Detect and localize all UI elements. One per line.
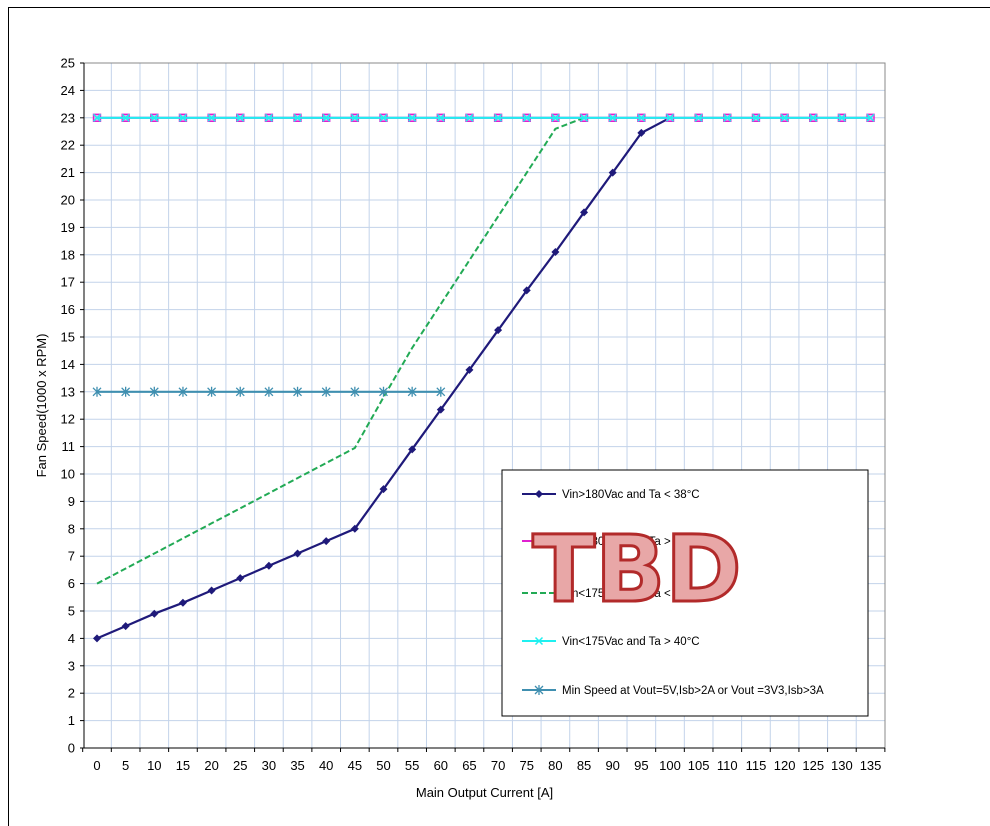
y-tick-label: 8 [68,521,75,536]
y-tick-label: 0 [68,741,75,756]
data-point-marker [179,599,187,607]
x-tick-label: 85 [577,758,591,773]
tbd-stamp: TBD [532,516,741,623]
x-tick-label: 70 [491,758,505,773]
y-tick-label: 21 [61,165,75,180]
y-tick-label: 17 [61,275,75,290]
x-tick-label: 55 [405,758,419,773]
y-tick-label: 12 [61,412,75,427]
legend-label: Min Speed at Vout=5V,Isb>2A or Vout =3V3… [562,685,824,697]
x-tick-label: 25 [233,758,247,773]
x-tick-label: 5 [122,758,129,773]
data-point-marker [322,537,330,545]
x-tick-label: 130 [831,758,853,773]
y-tick-label: 2 [68,686,75,701]
legend-label: Vin<175Vac and Ta > 40°C [562,636,700,648]
x-tick-label: 60 [434,758,448,773]
y-tick-label: 19 [61,220,75,235]
data-point-marker [93,634,101,642]
y-tick-label: 6 [68,576,75,591]
x-tick-label: 40 [319,758,333,773]
x-tick-label: 125 [802,758,824,773]
x-axis-title: Main Output Current [A] [416,785,553,800]
x-tick-label: 35 [290,758,304,773]
x-tick-label: 75 [520,758,534,773]
series-5 [93,387,445,397]
x-tick-label: 90 [605,758,619,773]
y-tick-label: 15 [61,330,75,345]
y-tick-label: 3 [68,658,75,673]
y-tick-label: 20 [61,193,75,208]
y-tick-label: 7 [68,549,75,564]
x-tick-label: 80 [548,758,562,773]
y-tick-label: 13 [61,384,75,399]
x-tick-label: 15 [176,758,190,773]
y-tick-label: 14 [61,357,75,372]
x-tick-label: 110 [717,758,738,773]
y-tick-label: 16 [61,302,75,317]
x-tick-label: 65 [462,758,476,773]
x-tick-label: 10 [147,758,161,773]
x-tick-label: 105 [688,758,710,773]
y-tick-label: 11 [62,439,76,454]
legend-label: Vin>180Vac and Ta < 38°C [562,489,700,501]
x-tick-label: 100 [659,758,681,773]
x-tick-label: 95 [634,758,648,773]
x-tick-label: 0 [93,758,100,773]
y-tick-label: 25 [61,56,75,71]
y-tick-label: 23 [61,110,75,125]
x-tick-label: 135 [860,758,882,773]
y-tick-label: 18 [61,247,75,262]
y-tick-label: 9 [68,494,75,509]
x-tick-label: 120 [774,758,796,773]
data-point-marker [265,562,273,570]
data-point-marker [236,574,244,582]
y-tick-label: 4 [68,631,75,646]
y-axis-title: Fan Speed(1000 x RPM) [34,334,49,478]
data-point-marker [208,586,216,594]
data-point-marker [122,622,130,630]
y-tick-label: 22 [61,138,75,153]
x-tick-label: 20 [204,758,218,773]
x-tick-label: 50 [376,758,390,773]
x-tick-label: 115 [746,758,767,773]
x-tick-label: 30 [262,758,276,773]
y-tick-label: 1 [68,713,75,728]
y-tick-label: 10 [61,467,75,482]
legend-item: Min Speed at Vout=5V,Isb>2A or Vout =3V3… [522,685,824,697]
x-tick-label: 45 [348,758,362,773]
y-tick-label: 5 [68,604,75,619]
y-tick-label: 24 [61,83,75,98]
